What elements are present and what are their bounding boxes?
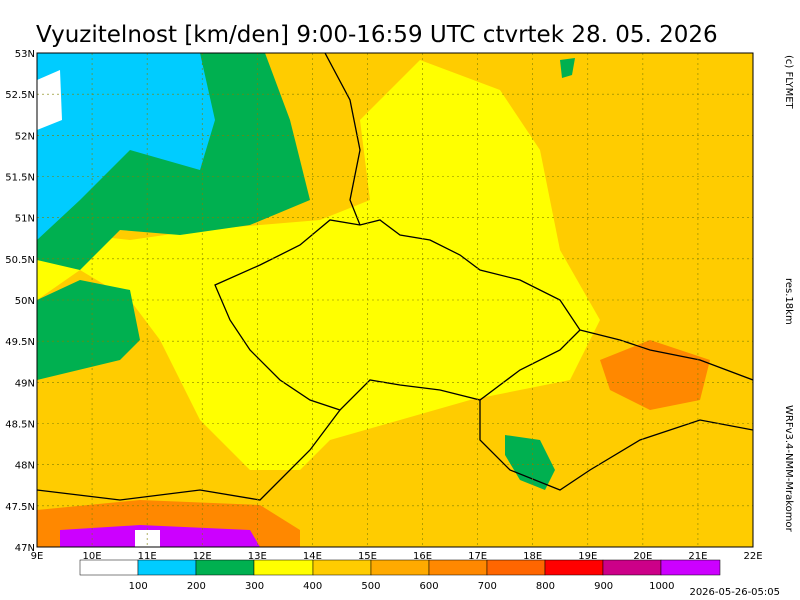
- lon-label: 20E: [633, 551, 652, 562]
- colorbar-label: 700: [478, 581, 497, 592]
- lon-label: 9E: [31, 551, 44, 562]
- copyright: (c) FLYMET: [783, 55, 794, 110]
- colorbar-label: 400: [303, 581, 322, 592]
- lon-label: 18E: [523, 551, 542, 562]
- colorbar-label: 300: [245, 581, 264, 592]
- lat-label: 48N: [15, 461, 35, 472]
- model-name: WRFv3.4-NMM-Mrakomor: [783, 405, 794, 533]
- colorbar-label: 100: [129, 581, 148, 592]
- lat-label: 52.5N: [5, 90, 35, 101]
- lat-label: 49.5N: [5, 337, 35, 348]
- lon-label: 15E: [358, 551, 377, 562]
- lon-label: 14E: [303, 551, 322, 562]
- lon-label: 13E: [248, 551, 267, 562]
- colorbar-label: 800: [536, 581, 555, 592]
- colorbar-label: 600: [420, 581, 439, 592]
- lat-label: 51.5N: [5, 173, 35, 184]
- lon-label: 16E: [413, 551, 432, 562]
- lat-label: 52N: [15, 131, 35, 142]
- colorbar-label: 900: [594, 581, 613, 592]
- lon-label: 19E: [578, 551, 597, 562]
- timestamp: 2026-05-26-05:05: [689, 587, 780, 598]
- colorbar-label: 500: [361, 581, 380, 592]
- lat-label: 53N: [15, 49, 35, 60]
- lon-label: 10E: [83, 551, 102, 562]
- lon-label: 12E: [193, 551, 212, 562]
- lat-label: 49N: [15, 378, 35, 389]
- colorbar-label: 200: [187, 581, 206, 592]
- lon-label: 17E: [468, 551, 487, 562]
- resolution: res.18km: [783, 278, 794, 325]
- lon-label: 22E: [743, 551, 762, 562]
- lat-label: 50N: [15, 296, 35, 307]
- lat-label: 47.5N: [5, 502, 35, 513]
- title: Vyuzitelnost [km/den] 9:00-16:59 UTC ctv…: [36, 22, 718, 48]
- lat-label: 51N: [15, 214, 35, 225]
- lon-label: 21E: [688, 551, 707, 562]
- lat-label: 48.5N: [5, 420, 35, 431]
- colorbar-label: 1000: [649, 581, 674, 592]
- map: [36, 52, 754, 548]
- lat-label: 50.5N: [5, 255, 35, 266]
- lat-label: 47N: [15, 543, 35, 554]
- colorbar: [79, 559, 721, 576]
- lon-label: 11E: [138, 551, 157, 562]
